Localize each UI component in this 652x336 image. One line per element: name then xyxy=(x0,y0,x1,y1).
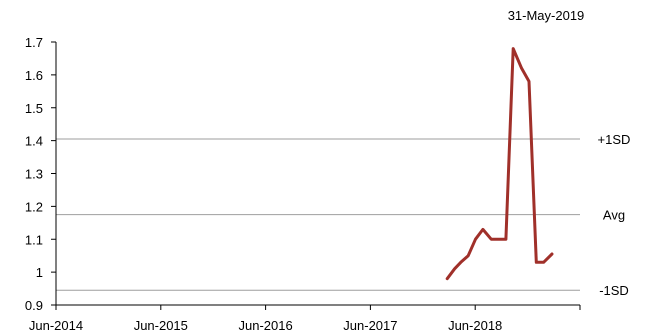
series-line-1 xyxy=(445,47,554,281)
series xyxy=(445,47,554,281)
y-tick-label-9: 1.7 xyxy=(25,35,43,50)
reference-label-3: -1SD xyxy=(599,283,629,298)
x-axis-ticks: Jun-2014 Jun-2015 Jun-2016 Jun-2017 Jun-2018 xyxy=(29,305,581,333)
reference-lines: +1SD Avg -1SD xyxy=(56,132,630,298)
y-tick-label-7: 1.5 xyxy=(25,101,43,116)
y-tick-label-8: 1.6 xyxy=(25,68,43,83)
y-tick-label-5: 1.3 xyxy=(25,167,43,182)
x-tick-label-3: Jun-2016 xyxy=(238,318,292,333)
y-axis-ticks: 0.9 1 1.1 1.2 1.3 1.4 1.5 1.6 1.7 xyxy=(25,35,56,313)
y-tick-label-4: 1.2 xyxy=(25,199,43,214)
y-tick-label-6: 1.4 xyxy=(25,134,43,149)
x-tick-label-5: Jun-2018 xyxy=(448,318,502,333)
y-tick-label-1: 0.9 xyxy=(25,298,43,313)
x-tick-label-1: Jun-2014 xyxy=(29,318,83,333)
date-annotation: 31-May-2019 xyxy=(508,8,585,23)
y-tick-label-3: 1.1 xyxy=(25,232,43,247)
axes xyxy=(55,42,580,306)
reference-label-2: Avg xyxy=(603,208,625,223)
reference-label-1: +1SD xyxy=(598,132,631,147)
y-tick-label-2: 1 xyxy=(36,265,43,280)
x-tick-label-2: Jun-2015 xyxy=(134,318,188,333)
x-tick-label-4: Jun-2017 xyxy=(343,318,397,333)
